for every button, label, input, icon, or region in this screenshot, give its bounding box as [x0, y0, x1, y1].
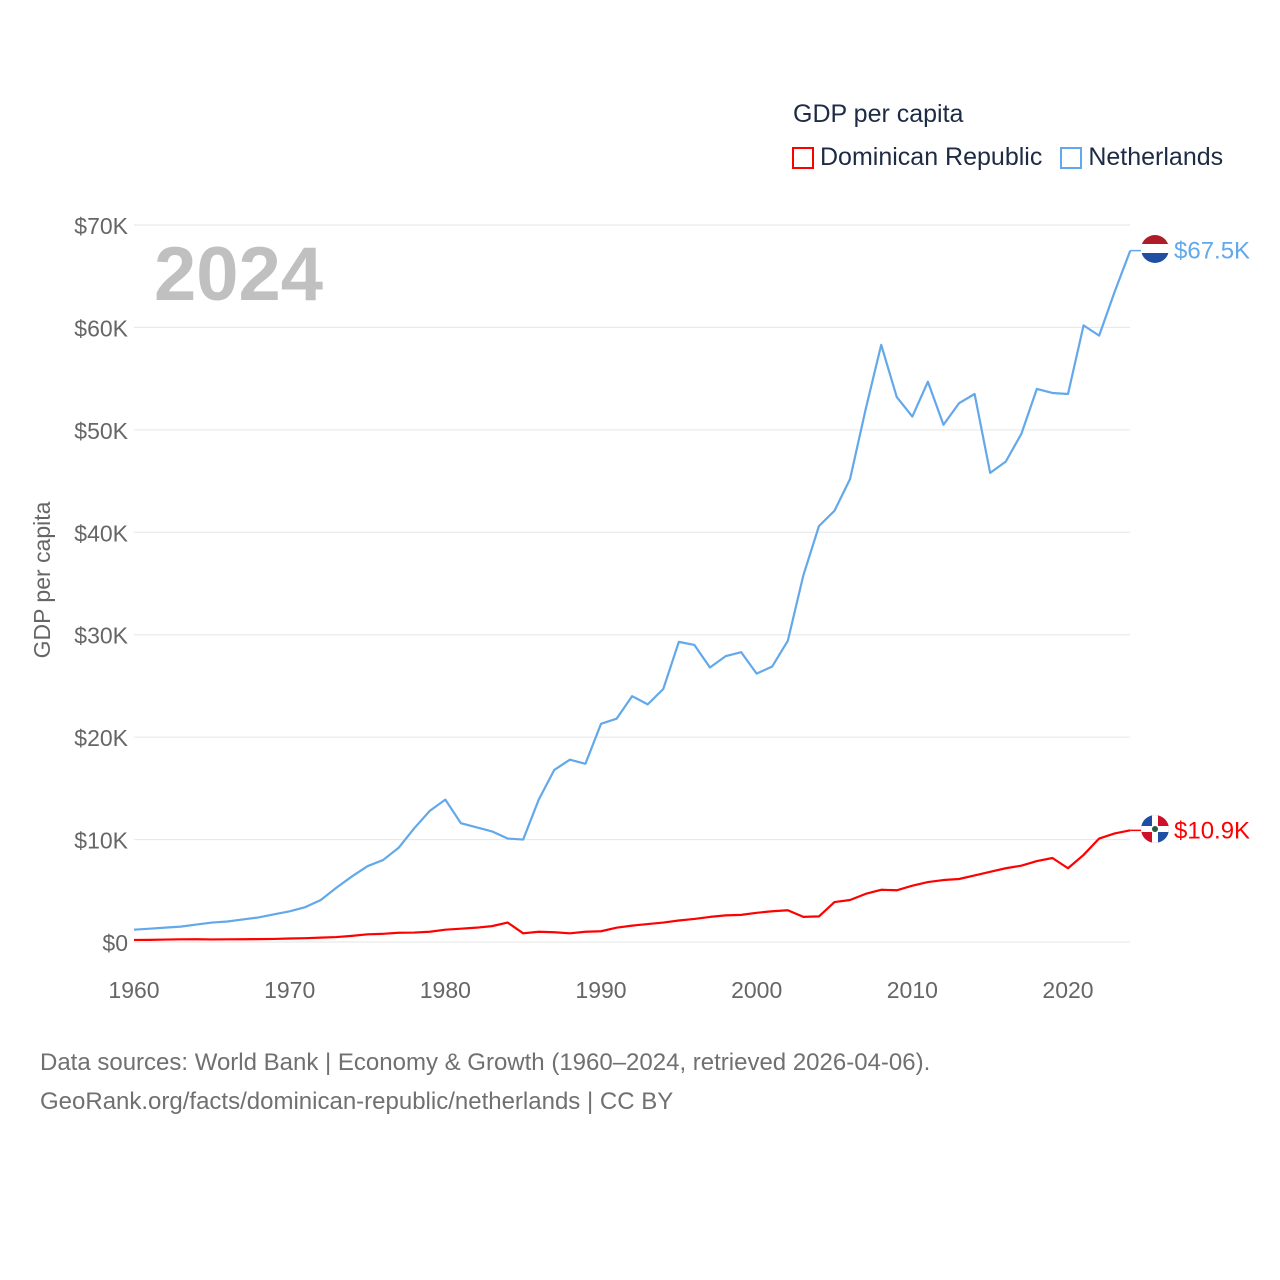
legend-item-netherlands[interactable]: Netherlands [1060, 143, 1223, 172]
source-link[interactable]: GeoRank.org/facts/dominican-republic/net… [40, 1088, 674, 1115]
y-tick-label: $20K [74, 725, 128, 751]
dominican-republic-flag-icon [1141, 815, 1169, 843]
year-label: 2024 [154, 232, 323, 317]
legend-swatch-netherlands [1060, 146, 1083, 169]
end-value-label-dominican-republic: $10.9K [1174, 817, 1250, 844]
x-tick-label: 1970 [264, 977, 315, 1003]
y-tick-label: $0 [102, 930, 128, 956]
y-tick-label: $10K [74, 828, 128, 854]
x-tick-label: 2020 [1042, 977, 1093, 1003]
x-tick-label: 1980 [420, 977, 471, 1003]
y-axis-label: GDP per capita [29, 501, 55, 658]
legend-label: Dominican Republic [820, 143, 1043, 171]
footer: Data sources: World Bank | Economy & Gro… [40, 1043, 930, 1121]
legend-label: Netherlands [1088, 143, 1224, 171]
series-line-netherlands [133, 250, 1132, 931]
x-tick-label: 2000 [731, 977, 782, 1003]
y-tick-label: $30K [74, 623, 128, 649]
end-value-label-netherlands: $67.5K [1174, 238, 1250, 265]
x-tick-label: 1990 [575, 977, 626, 1003]
legend-title: GDP per capita [793, 100, 964, 128]
series-line-dominican-republic [133, 829, 1131, 942]
data-source-text: Data sources: World Bank | Economy & Gro… [40, 1049, 931, 1076]
x-tick-label: 2010 [887, 977, 938, 1003]
legend-swatch-dominican-republic [792, 146, 814, 169]
legend-item-dominican-republic[interactable]: Dominican Republic [792, 143, 1042, 172]
netherlands-flag-icon [1141, 235, 1169, 263]
y-tick-label: $50K [74, 418, 128, 444]
y-tick-label: $60K [74, 315, 128, 341]
y-tick-label: $70K [74, 213, 128, 239]
x-tick-label: 1960 [108, 977, 159, 1003]
y-tick-label: $40K [74, 520, 128, 546]
legend: Dominican Republic Netherlands [792, 143, 1223, 172]
